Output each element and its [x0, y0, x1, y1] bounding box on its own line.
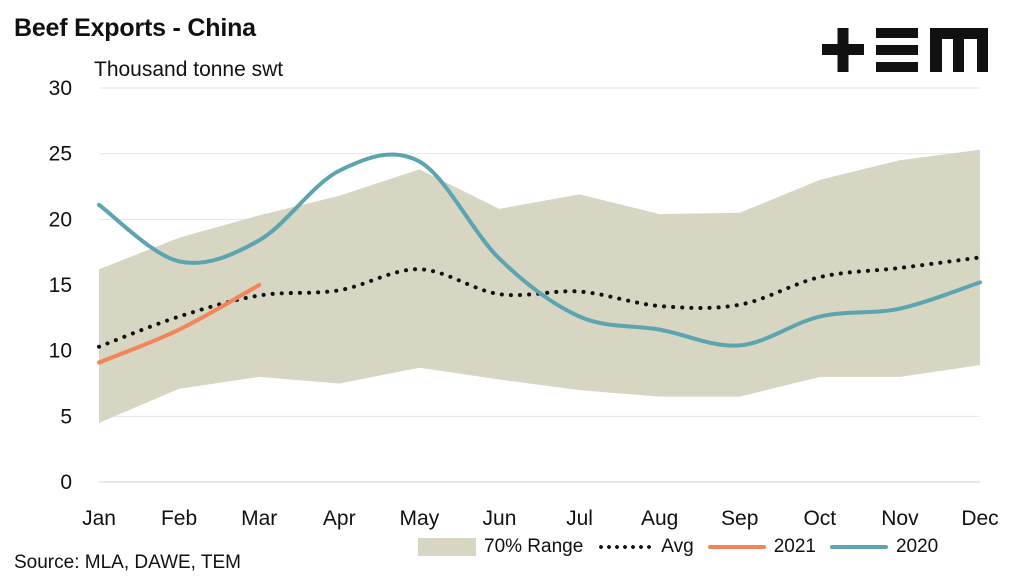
y-tick-label: 25: [49, 143, 72, 166]
x-tick-label: Mar: [241, 507, 277, 530]
chart-legend: 70% Range Avg 2021 2020: [418, 536, 952, 558]
x-tick-label: Aug: [641, 507, 678, 530]
y-tick-label: 30: [49, 77, 72, 100]
chart-title: Beef Exports - China: [14, 14, 256, 42]
legend-item-range: 70% Range: [418, 536, 583, 558]
x-tick-label: Feb: [161, 507, 197, 530]
series-line-2020: [97, 152, 982, 348]
series-layer: [97, 152, 982, 365]
series-range-band: [99, 149, 980, 423]
legend-item-2020: 2020: [829, 536, 939, 558]
y-tick-label: 0: [60, 471, 72, 494]
legend-label-2021: 2021: [773, 536, 816, 557]
legend-swatch-avg: [597, 545, 654, 549]
tem-logo: [818, 26, 993, 74]
legend-label-avg: Avg: [661, 536, 694, 557]
legend-label-2020: 2020: [895, 536, 939, 557]
x-tick-label: Jan: [82, 507, 116, 530]
legend-swatch-range: [418, 538, 476, 556]
legend-item-avg: Avg: [597, 536, 694, 558]
x-tick-label: Nov: [881, 507, 919, 530]
x-tick-label: Dec: [961, 507, 998, 530]
legend-swatch-2020: [829, 545, 888, 549]
x-tick-label: Oct: [803, 507, 836, 530]
legend-item-2021: 2021: [707, 536, 816, 558]
legend-swatch-2021: [707, 545, 766, 549]
x-tick-label: Sep: [721, 507, 758, 530]
x-tick-label: Jun: [483, 507, 517, 530]
x-tick-label: Jul: [566, 507, 593, 530]
y-tick-label: 10: [49, 340, 72, 363]
range-band-layer: [99, 149, 980, 423]
axis-labels: 0 5 10 15 20 25 30 Jan Feb Mar Apr May Jun Jul Aug Sep O…: [49, 77, 999, 530]
legend-label-range: 70% Range: [484, 536, 584, 557]
y-tick-label: 20: [49, 208, 72, 231]
x-tick-label: Apr: [323, 507, 356, 530]
y-tick-label: 15: [49, 274, 72, 297]
y-tick-label: 5: [60, 405, 72, 428]
source-note: Source: MLA, DAWE, TEM: [14, 552, 241, 573]
y-axis-unit-label: Thousand tonne swt: [94, 58, 284, 81]
x-tick-label: May: [400, 507, 440, 530]
series-line-avg: [97, 255, 982, 349]
